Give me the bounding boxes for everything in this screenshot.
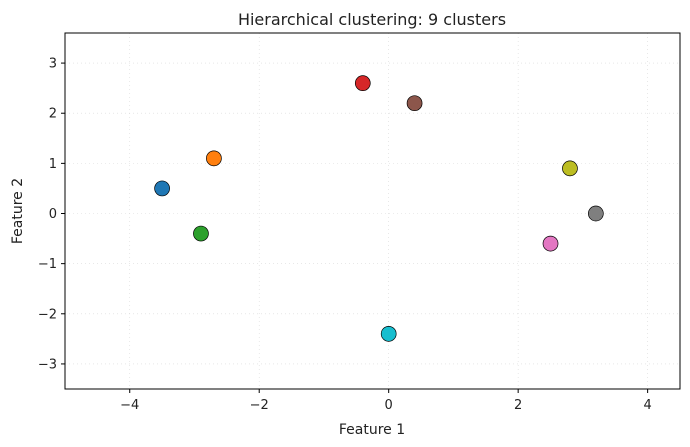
cluster-point-4 xyxy=(354,75,371,91)
cluster-point-1 xyxy=(154,180,170,197)
cluster-point-8 xyxy=(562,160,578,177)
x-tick-label: 4 xyxy=(643,398,651,413)
cluster-point-7 xyxy=(542,235,559,252)
y-tick-label: 3 xyxy=(49,57,57,72)
x-tick-label: −4 xyxy=(120,398,139,413)
y-tick-label: −2 xyxy=(38,307,57,322)
data-points xyxy=(154,75,604,342)
x-axis-label: Feature 1 xyxy=(339,422,405,438)
x-tick-label: −2 xyxy=(250,398,269,413)
y-tick-label: 2 xyxy=(49,107,57,122)
cluster-point-3 xyxy=(193,225,209,242)
y-tick-label: −3 xyxy=(38,357,57,372)
cluster-point-6 xyxy=(380,325,397,342)
plot-area-frame xyxy=(64,32,681,390)
grid-lines xyxy=(65,33,680,389)
cluster-point-9 xyxy=(587,205,604,222)
cluster-point-5 xyxy=(406,95,423,112)
x-tick-label: 2 xyxy=(514,398,522,413)
axis-ticks: −4 −2 0 2 4 −3 −2 −1 0 1 2 3 xyxy=(38,57,652,413)
y-tick-label: 0 xyxy=(49,207,57,222)
cluster-point-2 xyxy=(206,150,222,167)
y-tick-label: −1 xyxy=(38,257,57,272)
y-axis-label: Feature 2 xyxy=(10,178,26,244)
chart-title: Hierarchical clustering: 9 clusters xyxy=(238,10,506,29)
y-tick-label: 1 xyxy=(49,157,57,172)
x-tick-label: 0 xyxy=(385,398,393,413)
